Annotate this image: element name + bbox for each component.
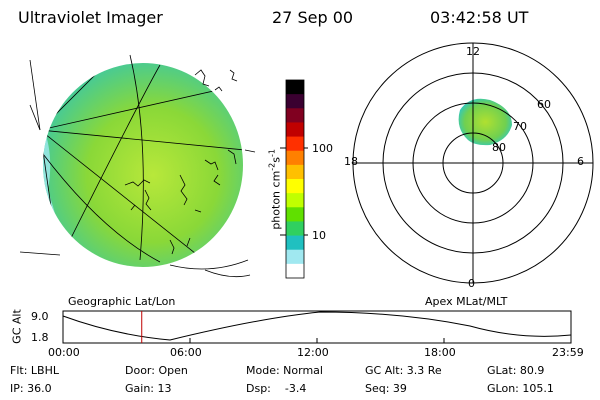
colorbar-segment — [286, 150, 304, 166]
geo-caption: Geographic Lat/Lon — [68, 295, 176, 308]
status-ip: IP: 36.0 — [10, 382, 52, 395]
colorbar-segment — [286, 108, 304, 123]
timeline-plot — [62, 310, 572, 344]
colorbar-segment — [286, 80, 304, 95]
timeline-y-top: 9.0 — [31, 310, 49, 323]
colorbar-segment — [286, 249, 304, 265]
colorbar-segment — [286, 179, 304, 194]
mlt-label-12: 12 — [466, 45, 480, 58]
colorbar-tick-10: 10 — [312, 229, 326, 242]
timeline-tick-4: 23:59 — [552, 346, 584, 359]
colorbar-label: photon cm-2s-1 — [267, 149, 283, 230]
colorbar-segment — [286, 136, 304, 152]
timeline-tick-0: 00:00 — [48, 346, 80, 359]
colorbar-segment — [286, 263, 304, 279]
timeline-y-bottom: 1.8 — [31, 331, 49, 344]
status-gc-alt: GC Alt: 3.3 Re — [365, 364, 442, 377]
polar-plot — [352, 42, 594, 284]
status-filter: Flt: LBHL — [10, 364, 59, 377]
timeline-tick-3: 18:00 — [424, 346, 456, 359]
status-gain: Gain: 13 — [125, 382, 172, 395]
colorbar-segment — [286, 207, 304, 222]
timeline-tick-2: 12:00 — [297, 346, 329, 359]
mlat-label-80: 80 — [492, 141, 506, 154]
mlt-label-6: 6 — [577, 155, 584, 168]
mlat-label-70: 70 — [513, 120, 527, 133]
colorbar-segment — [286, 193, 304, 208]
auroral-oval — [458, 98, 512, 146]
earth-image — [19, 54, 256, 278]
polar-caption: Apex MLat/MLT — [425, 295, 508, 308]
status-mode: Mode: Normal — [246, 364, 323, 377]
date-label: 27 Sep 00 — [272, 8, 354, 27]
mlat-label-60: 60 — [537, 98, 551, 111]
altitude-curve — [62, 311, 572, 341]
colorbar-segment — [286, 221, 304, 237]
timeline-tick-1: 06:00 — [170, 346, 202, 359]
status-dsp: Dsp: -3.4 — [246, 382, 307, 395]
status-seq: Seq: 39 — [365, 382, 407, 395]
colorbar-segment — [286, 164, 304, 180]
instrument-title: Ultraviolet Imager — [18, 8, 163, 27]
mlt-label-18: 18 — [344, 155, 358, 168]
colorbar-segment — [286, 94, 304, 109]
colorbar-tick-100: 100 — [312, 142, 333, 155]
time-label: 03:42:58 UT — [430, 8, 529, 27]
colorbar-segment — [286, 122, 304, 138]
coastlines — [124, 69, 238, 255]
status-glon: GLon: 105.1 — [487, 382, 554, 395]
status-door: Door: Open — [125, 364, 188, 377]
mlt-label-0: 0 — [468, 277, 475, 290]
timeline-axis-label: GC Alt — [10, 309, 24, 344]
color-scale — [280, 79, 308, 279]
status-glat: GLat: 80.9 — [487, 364, 545, 377]
colorbar-segment — [286, 235, 304, 251]
